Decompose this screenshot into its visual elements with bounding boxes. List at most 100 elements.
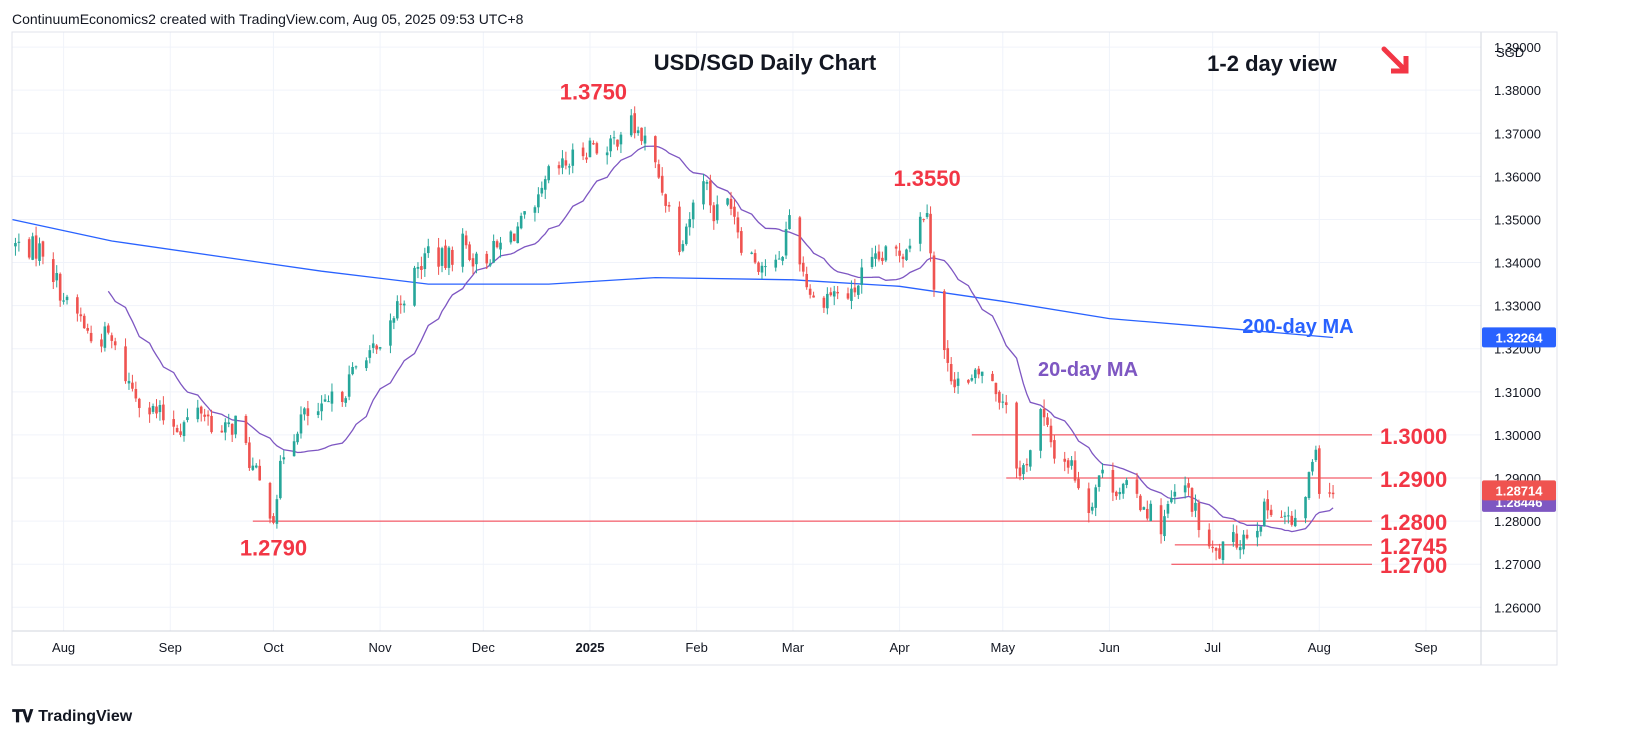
candle-body xyxy=(994,382,998,395)
candle-body xyxy=(592,143,595,145)
candle-body xyxy=(76,297,79,314)
candle-body xyxy=(512,233,516,242)
candle-body xyxy=(750,252,753,254)
candle-body xyxy=(420,266,423,270)
candle-body xyxy=(836,291,839,294)
candle-body xyxy=(103,326,107,348)
candle-body xyxy=(1280,516,1283,518)
candle-body xyxy=(753,253,757,263)
candle-body xyxy=(1259,526,1263,532)
candle-body xyxy=(79,314,83,317)
candle-body xyxy=(870,256,874,267)
candle-body xyxy=(991,373,994,382)
candle-body xyxy=(881,257,884,262)
candle-body xyxy=(1111,469,1115,493)
candle-body xyxy=(1256,530,1259,538)
candle-body xyxy=(196,407,200,420)
candle-body xyxy=(1053,440,1056,459)
candle-body xyxy=(822,297,826,308)
x-tick-label: Nov xyxy=(369,640,393,655)
candle-body xyxy=(1231,532,1235,543)
candle-body xyxy=(922,219,925,221)
currency-label: SGD xyxy=(1496,45,1524,60)
candle-body xyxy=(740,231,743,253)
candle-body xyxy=(612,137,616,139)
candle-body xyxy=(523,211,526,215)
candle-body xyxy=(179,431,182,435)
candle-body xyxy=(1262,501,1266,527)
candle-body xyxy=(664,194,667,206)
candle-body xyxy=(1015,402,1018,469)
y-tick-label: 1.26000 xyxy=(1494,600,1541,615)
candle-body xyxy=(581,147,585,157)
candle-body xyxy=(375,345,378,350)
candle-body xyxy=(736,217,740,233)
candle-body xyxy=(684,226,688,245)
candle-body xyxy=(629,115,633,136)
candle-body xyxy=(1046,417,1049,425)
candle-body xyxy=(423,253,427,270)
candle-body xyxy=(877,251,881,260)
ma200-label: 200-day MA xyxy=(1242,316,1353,338)
candle-body xyxy=(499,242,502,250)
candle-body xyxy=(1214,547,1218,551)
candle-body xyxy=(1149,503,1153,522)
candlesticks xyxy=(14,106,1335,564)
candle-body xyxy=(392,318,396,323)
candle-body xyxy=(605,152,609,156)
candle-body xyxy=(805,273,809,288)
candle-body xyxy=(244,415,248,443)
candle-body xyxy=(619,134,623,145)
candle-body xyxy=(1283,515,1287,517)
candle-body xyxy=(1042,408,1046,418)
candle-body xyxy=(330,391,334,404)
candle-body xyxy=(203,414,206,417)
candle-body xyxy=(396,301,399,319)
candle-body xyxy=(1318,448,1321,494)
candle-body xyxy=(1269,509,1273,516)
candle-body xyxy=(1063,458,1067,462)
candle-body xyxy=(1001,401,1005,403)
candle-body xyxy=(199,406,203,414)
candle-body xyxy=(977,368,981,375)
candle-body xyxy=(1094,487,1097,508)
candle-body xyxy=(1221,541,1225,561)
candle-body xyxy=(1311,461,1314,472)
candle-body xyxy=(124,346,127,382)
candle-body xyxy=(1125,480,1128,485)
candle-body xyxy=(715,204,719,221)
ma200-polyline xyxy=(11,218,1334,339)
last-price-badge-bg xyxy=(1482,480,1556,501)
level-label: 1.3000 xyxy=(1380,424,1447,449)
candle-body xyxy=(946,348,950,363)
ma200-line xyxy=(11,218,1334,339)
candle-body xyxy=(1087,488,1091,514)
candle-body xyxy=(1304,496,1307,519)
candle-body xyxy=(275,499,279,524)
candle-body xyxy=(461,233,464,267)
ma20-polyline xyxy=(107,145,1334,533)
chart-attribution: ContinuumEconomics2 created with Trading… xyxy=(12,11,524,27)
tradingview-logo[interactable]: 𝐓𝐕 TradingView xyxy=(12,707,132,727)
x-tick-label: Jul xyxy=(1204,640,1221,655)
level-label: 1.2700 xyxy=(1380,553,1447,578)
view-label: 1-2 day view xyxy=(1207,51,1338,76)
candle-body xyxy=(943,291,946,351)
candle-body xyxy=(757,262,760,272)
candle-body xyxy=(929,213,932,254)
candle-body xyxy=(426,246,430,254)
candle-body xyxy=(389,320,392,346)
candle-body xyxy=(588,140,592,158)
candle-body xyxy=(100,339,103,347)
candle-body xyxy=(1194,502,1197,511)
candle-body xyxy=(1190,488,1194,512)
candle-body xyxy=(1293,517,1297,527)
x-tick-label: Mar xyxy=(782,640,805,655)
x-tick-label: Aug xyxy=(1308,640,1331,655)
candle-body xyxy=(1039,409,1042,451)
candle-body xyxy=(636,130,640,134)
candle-body xyxy=(509,231,513,243)
candle-body xyxy=(533,207,537,213)
candle-body xyxy=(1328,492,1331,494)
